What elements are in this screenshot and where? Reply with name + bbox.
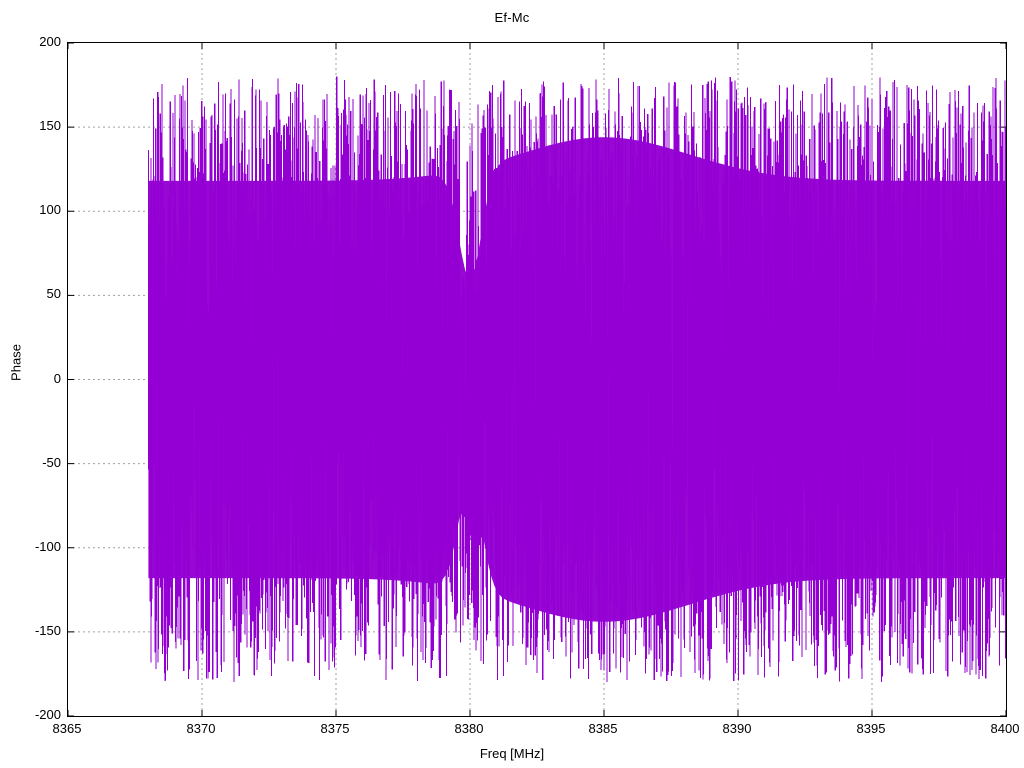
y-tick-label: -200: [34, 707, 61, 722]
y-tick-label: 0: [53, 370, 61, 386]
y-axis-tick-labels: -200 -150 -100 -50 0 50 100 150 200: [0, 0, 61, 768]
x-tick-label: 8375: [320, 721, 350, 736]
y-tick-label: 150: [39, 118, 61, 134]
plot-svg: [68, 43, 1006, 716]
y-tick-label: 200: [39, 34, 61, 49]
y-tick-label: -100: [34, 538, 61, 554]
x-tick-label: 8370: [186, 721, 216, 736]
chart-title: Ef-Mc: [494, 10, 530, 25]
data-series-phase: [147, 76, 1006, 683]
plot-area: [67, 42, 1007, 717]
y-tick-label: -150: [34, 622, 61, 638]
x-tick-label: 8395: [856, 721, 886, 736]
y-tick-label: 100: [39, 202, 61, 218]
x-tick-label: 8385: [588, 721, 618, 736]
x-tick-label: 8365: [52, 721, 82, 736]
y-tick-label: 50: [46, 286, 61, 302]
x-tick-label: 8390: [722, 721, 752, 736]
phase-trace: [147, 76, 1006, 683]
x-tick-label: 8380: [454, 721, 484, 736]
x-tick-label: 8400: [990, 721, 1020, 736]
x-axis-label: Freq [MHz]: [479, 746, 545, 761]
y-tick-label: -50: [42, 454, 61, 470]
